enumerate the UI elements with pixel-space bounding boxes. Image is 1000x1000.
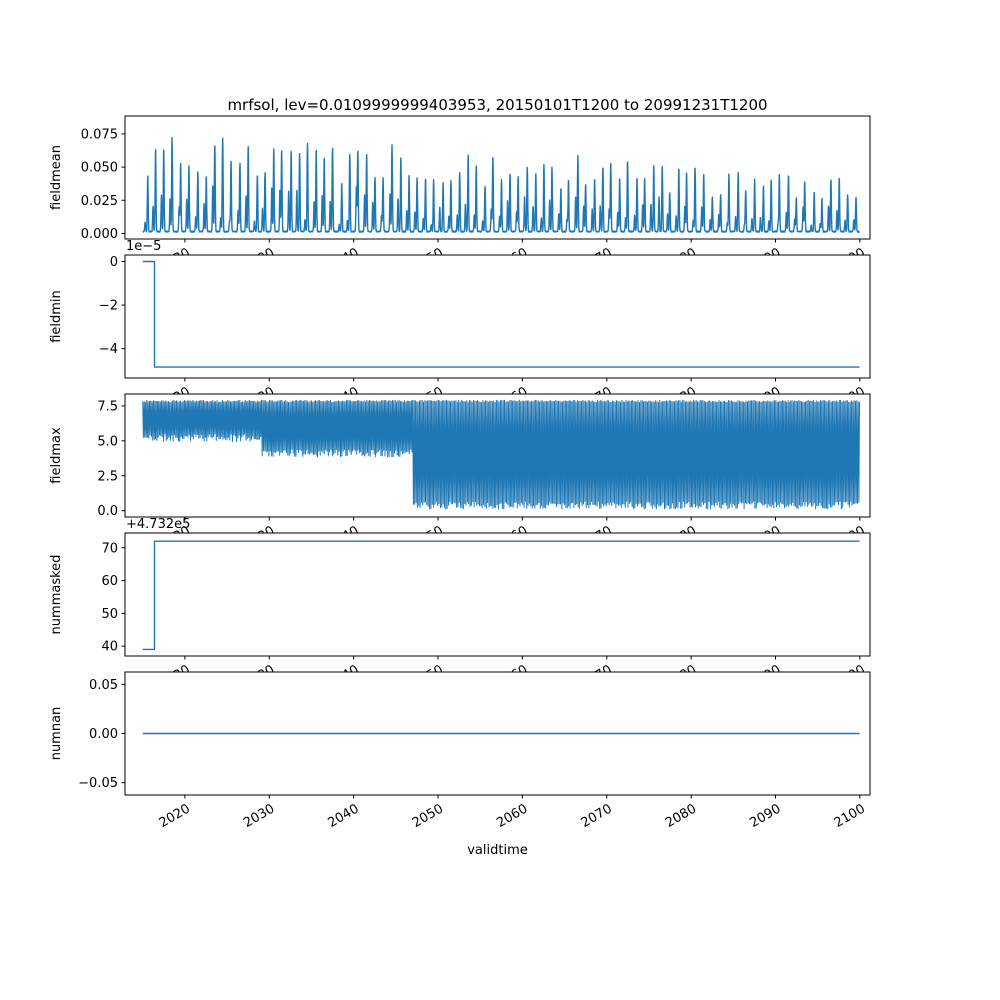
subplot-nummasked: 4050607020202030204020502060207020802090… bbox=[49, 517, 871, 692]
x-tick-label: 2090 bbox=[747, 801, 783, 831]
y-tick-label: 0.075 bbox=[81, 127, 118, 142]
y-axis-label: fieldmean bbox=[49, 145, 64, 210]
series-line bbox=[142, 540, 860, 651]
y-tick-label: 0.000 bbox=[81, 227, 118, 242]
x-tick-label: 2020 bbox=[157, 801, 193, 831]
axis-offset-text: 1e−5 bbox=[126, 239, 161, 254]
series-line bbox=[142, 260, 860, 368]
figure-title: mrfsol, lev=0.0109999999403953, 20150101… bbox=[227, 96, 768, 114]
x-tick-label: 2030 bbox=[241, 801, 277, 831]
y-axis-label: nummasked bbox=[49, 555, 64, 635]
subplot-numnan: −0.05 0.00 0.05 2020 2030 2040 2050 2060 2070 208… bbox=[49, 671, 871, 831]
y-tick-label: 40 bbox=[101, 640, 118, 655]
x-tick-label: 2050 bbox=[410, 801, 446, 831]
x-tick-label: 2040 bbox=[325, 801, 361, 831]
axes-frame bbox=[124, 532, 871, 657]
y-tick-label: 60 bbox=[101, 574, 118, 589]
y-axis-label: numnan bbox=[49, 707, 64, 761]
y-tick-label: 7.5 bbox=[97, 399, 118, 414]
y-tick-label: 0.025 bbox=[81, 194, 118, 209]
y-tick-label: −2 bbox=[99, 299, 118, 314]
y-tick-label: 0.0 bbox=[97, 504, 118, 519]
y-tick-label: 5.0 bbox=[97, 434, 118, 449]
y-tick-label: 2.5 bbox=[97, 469, 118, 484]
y-tick-label: 0 bbox=[110, 255, 118, 270]
subplot-fieldmin: 0−2−420202030204020502060207020802090210… bbox=[49, 239, 871, 414]
series-line bbox=[142, 136, 861, 233]
x-tick-label: 2080 bbox=[663, 801, 699, 831]
y-tick-label: −0.05 bbox=[78, 776, 118, 791]
y-tick-label: −4 bbox=[99, 342, 118, 357]
y-tick-label: 0.00 bbox=[89, 727, 118, 742]
y-tick-label: 50 bbox=[101, 607, 118, 622]
subplot-fieldmean: 0.0000.0250.0500.07520202030204020502060… bbox=[49, 115, 871, 275]
x-tick-label: 2060 bbox=[494, 801, 530, 831]
y-tick-label: 0.05 bbox=[89, 678, 118, 693]
y-axis-label: fieldmin bbox=[49, 290, 64, 343]
x-axis-label: validtime bbox=[467, 843, 528, 858]
x-tick-label: 2100 bbox=[832, 801, 868, 831]
axes-frame bbox=[124, 254, 871, 379]
axis-offset-text: +4.732e5 bbox=[126, 517, 190, 532]
y-axis-label: fieldmax bbox=[49, 427, 64, 484]
axes-frame bbox=[124, 115, 871, 240]
x-tick-label: 2070 bbox=[579, 801, 615, 831]
y-tick-label: 70 bbox=[101, 541, 118, 556]
y-tick-label: 0.050 bbox=[81, 161, 118, 176]
series-line bbox=[142, 399, 860, 510]
